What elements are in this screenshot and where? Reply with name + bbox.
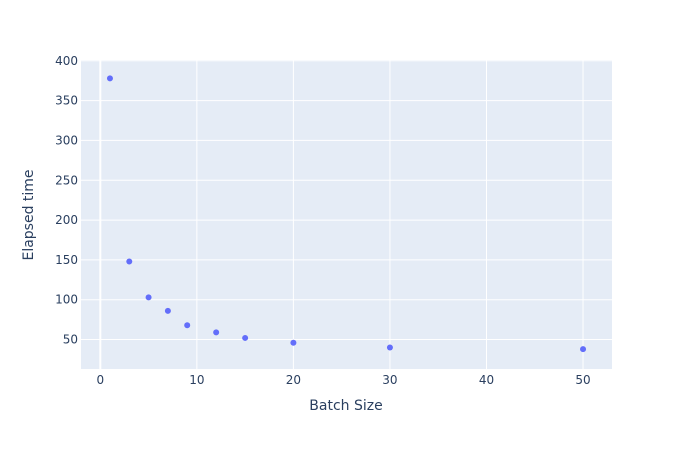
y-tick-label: 100 — [55, 293, 78, 307]
x-tick-label: 40 — [479, 373, 494, 387]
x-axis-title: Batch Size — [309, 398, 382, 414]
data-point[interactable] — [164, 307, 171, 314]
x-tick-label: 50 — [575, 373, 590, 387]
y-axis-title: Elapsed time — [21, 169, 37, 260]
y-tick-label: 200 — [55, 213, 78, 227]
y-tick-label: 150 — [55, 253, 78, 267]
data-points — [106, 75, 587, 353]
x-tick-label: 10 — [189, 373, 204, 387]
y-tick-label: 250 — [55, 173, 78, 187]
data-point[interactable] — [290, 339, 297, 346]
y-tick-label: 50 — [63, 333, 78, 347]
data-point[interactable] — [580, 346, 587, 353]
y-tick-label: 300 — [55, 133, 78, 147]
y-tick-label: 400 — [55, 54, 78, 68]
data-point[interactable] — [126, 258, 133, 265]
data-point[interactable] — [242, 334, 249, 341]
y-tick-label: 350 — [55, 94, 78, 108]
grid-lines — [81, 60, 612, 369]
x-tick-label: 0 — [96, 373, 104, 387]
data-point[interactable] — [213, 329, 220, 336]
x-tick-label: 30 — [382, 373, 397, 387]
plot-area — [81, 60, 612, 369]
tick-labels: 0 10 20 30 40 50 50 100 150 200 250 300 350 400 — [55, 54, 591, 387]
data-point[interactable] — [145, 294, 152, 301]
data-point[interactable] — [106, 75, 113, 82]
data-point[interactable] — [386, 344, 393, 351]
x-tick-label: 20 — [286, 373, 301, 387]
data-point[interactable] — [184, 322, 191, 329]
